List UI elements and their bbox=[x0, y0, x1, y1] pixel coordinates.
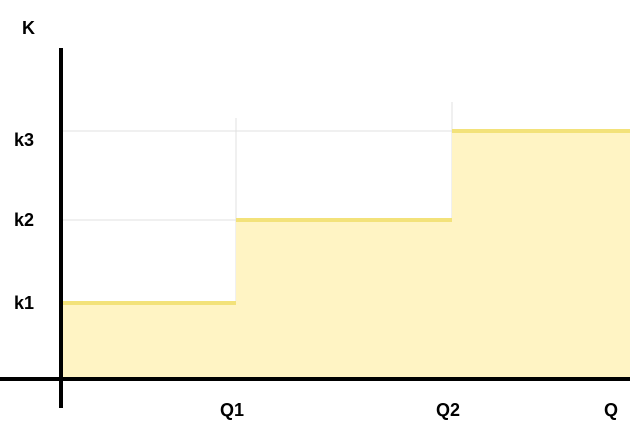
y-axis-label: K bbox=[22, 18, 35, 38]
step-areas bbox=[62, 129, 630, 379]
x-tick-label: Q2 bbox=[436, 400, 460, 420]
step-area bbox=[62, 303, 236, 379]
x-axis-label: Q bbox=[604, 400, 618, 420]
step-area bbox=[452, 131, 630, 379]
axes bbox=[0, 48, 630, 408]
step-area bbox=[236, 220, 452, 379]
y-tick-label: k3 bbox=[14, 130, 34, 150]
y-tick-label: k2 bbox=[14, 210, 34, 230]
x-tick-label: Q1 bbox=[220, 400, 244, 420]
labels: K Q k1 k2 k3 Q1 Q2 bbox=[14, 18, 618, 420]
y-tick-label: k1 bbox=[14, 293, 34, 313]
